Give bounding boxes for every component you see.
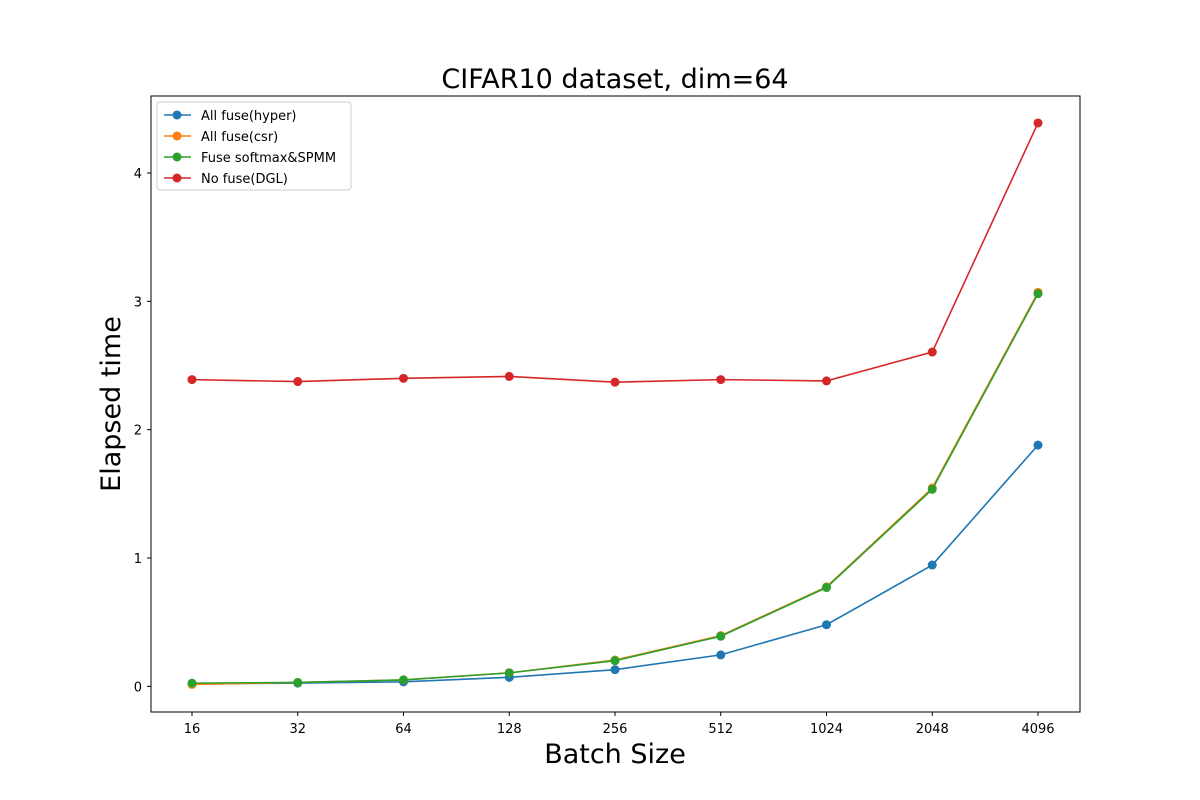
y-axis-title: Elapsed time	[96, 316, 127, 492]
plot-area	[187, 118, 1043, 689]
data-point	[399, 373, 408, 383]
x-tick-label: 256	[603, 722, 628, 737]
data-point	[716, 631, 726, 641]
x-tick-label: 16	[184, 722, 201, 737]
legend-label: No fuse(DGL)	[201, 172, 288, 187]
legend-box	[156, 101, 352, 191]
data-point	[927, 560, 937, 570]
legend-swatch-marker	[172, 131, 182, 141]
data-point	[716, 375, 726, 385]
series-all-fuse-hyper-	[187, 440, 1043, 689]
data-point	[1033, 118, 1043, 128]
data-point	[1033, 440, 1043, 450]
x-tick-label: 32	[289, 722, 306, 737]
data-point	[610, 656, 620, 666]
chart-title: CIFAR10 dataset, dim=64	[441, 64, 788, 95]
data-point	[927, 484, 937, 494]
series-line	[191, 293, 1039, 684]
series-line	[191, 291, 1039, 686]
data-point	[293, 677, 303, 687]
data-point	[504, 371, 514, 381]
axes: 16 32 64 128 256 512 1024 2048 4096 0 1 2 3 4	[134, 167, 1055, 737]
data-point	[399, 675, 408, 685]
x-tick-label: 128	[497, 722, 522, 737]
data-point	[187, 375, 197, 385]
data-point	[293, 377, 303, 387]
series-no-fuse-dgl-	[187, 118, 1043, 387]
data-point	[504, 668, 514, 678]
y-tick-label: 3	[134, 295, 142, 310]
series-fuse-softmax-spmm	[187, 289, 1043, 688]
x-tick-label: 512	[708, 722, 733, 737]
data-point	[610, 377, 620, 387]
legend-label: All fuse(hyper)	[201, 109, 297, 124]
data-point	[1033, 289, 1043, 299]
x-tick-label: 1024	[810, 722, 843, 737]
y-tick-label: 1	[134, 552, 142, 567]
data-point	[822, 620, 831, 630]
x-tick-label: 64	[395, 722, 412, 737]
data-point	[822, 583, 831, 593]
legend-swatch-marker	[172, 110, 182, 120]
legend-label: Fuse softmax&SPMM	[201, 151, 336, 166]
x-tick-label: 2048	[916, 722, 949, 737]
data-point	[610, 665, 620, 675]
data-point	[716, 650, 726, 660]
legend-swatch-marker	[172, 173, 182, 183]
data-point	[187, 678, 197, 688]
y-tick-label: 0	[134, 680, 142, 695]
data-point	[927, 347, 937, 357]
legend-swatch-marker	[172, 152, 182, 162]
series-all-fuse-csr-	[187, 287, 1043, 689]
x-tick-label: 4096	[1021, 722, 1054, 737]
legend: All fuse(hyper) All fuse(csr) Fuse softmax…	[156, 101, 352, 191]
y-tick-label: 2	[134, 424, 142, 439]
series-line	[191, 444, 1039, 685]
x-axis-title: Batch Size	[544, 739, 686, 770]
legend-label: All fuse(csr)	[201, 130, 278, 145]
y-tick-label: 4	[134, 167, 142, 182]
data-point	[822, 376, 831, 386]
